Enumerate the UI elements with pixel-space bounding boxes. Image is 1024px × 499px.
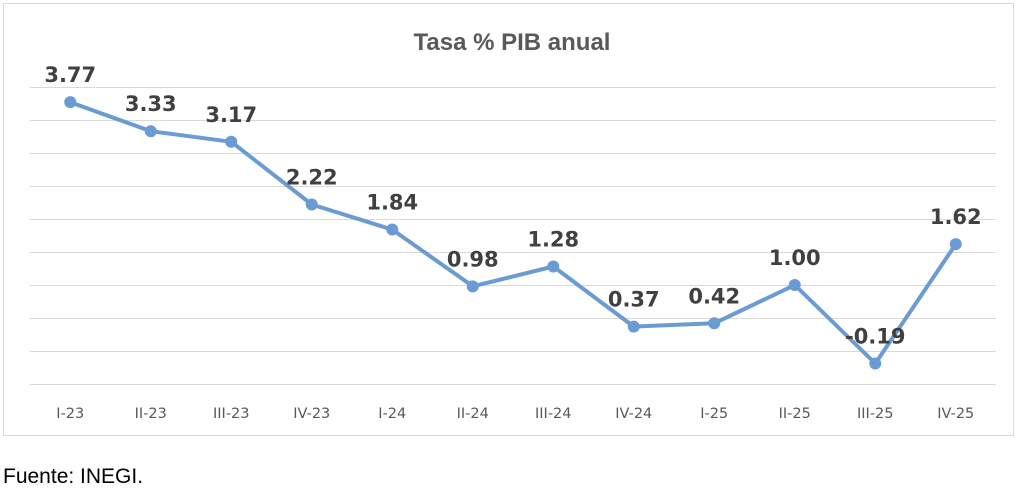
data-point-IV-23	[305, 198, 318, 211]
data-point-IV-24	[627, 320, 640, 333]
x-tick-label: III-23	[213, 406, 250, 422]
x-tick-label: I-23	[56, 406, 84, 422]
data-label-III-25: -0.19	[845, 325, 906, 349]
data-label-III-23: 3.17	[205, 103, 257, 127]
data-label-II-25: 1.00	[769, 246, 821, 270]
source-note: Fuente: INEGI.	[3, 465, 144, 488]
data-point-III-23	[225, 135, 238, 148]
data-label-I-24: 1.84	[366, 191, 418, 215]
data-point-IV-25	[949, 238, 962, 251]
data-point-II-25	[788, 279, 801, 291]
chart-title: Tasa % PIB anual	[414, 29, 611, 56]
data-point-II-23	[144, 125, 157, 138]
data-point-II-24	[466, 280, 479, 293]
gridlines	[30, 87, 996, 385]
x-tick-label: II-25	[779, 406, 811, 422]
x-tick-label: I-25	[700, 406, 728, 422]
data-points	[64, 96, 962, 370]
x-tick-label: III-25	[857, 406, 894, 422]
data-label-I-25: 0.42	[688, 284, 740, 308]
data-label-I-23: 3.77	[44, 63, 96, 87]
series-line	[68, 100, 958, 366]
x-axis-ticks: I-23 II-23 III-23 IV-23 I-24 II-24 III-24 IV-24…	[56, 406, 974, 422]
x-tick-label: II-23	[135, 406, 167, 422]
series-line-layer	[68, 100, 958, 366]
x-tick-label: II-24	[457, 406, 489, 422]
data-label-II-24: 0.98	[447, 247, 499, 271]
data-point-III-25	[869, 357, 882, 370]
data-labels: 3.77 3.33 3.17 2.22 1.84 0.98 1.28 0.37 0.42 1.00…	[44, 63, 981, 348]
x-tick-label: IV-24	[615, 406, 652, 422]
data-point-I-23	[64, 96, 77, 109]
data-label-II-23: 3.33	[125, 92, 177, 116]
data-label-IV-23: 2.22	[286, 165, 338, 189]
x-tick-label: III-24	[535, 406, 572, 422]
data-label-IV-24: 0.37	[608, 288, 660, 312]
data-label-IV-25: 1.62	[930, 205, 982, 229]
x-tick-label: IV-23	[293, 406, 330, 422]
line-chart: Tasa % PIB anual 3.77 3.33 3.17 2.22 1.84 0.9…	[30, 29, 996, 422]
data-point-I-24	[386, 223, 399, 236]
data-point-I-25	[708, 317, 721, 330]
x-tick-label: IV-25	[937, 406, 974, 422]
x-tick-label: I-24	[378, 406, 406, 422]
data-point-III-24	[547, 260, 560, 273]
data-label-III-24: 1.28	[527, 228, 579, 252]
